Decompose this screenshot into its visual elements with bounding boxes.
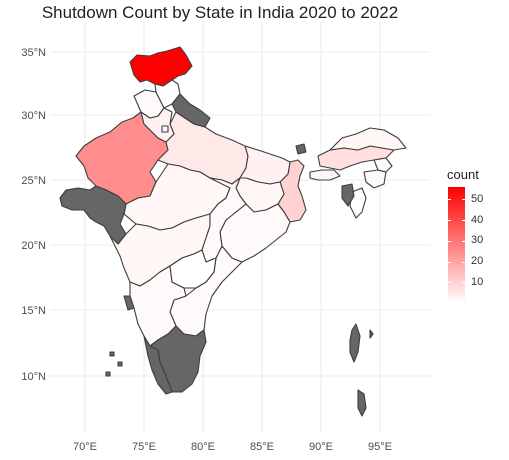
legend-tick-mark [462, 199, 465, 201]
state-telangana[interactable] [169, 249, 217, 289]
state-gujarat[interactable] [59, 185, 127, 245]
y-tick-label: 20°N [21, 240, 46, 252]
state-karnataka[interactable] [129, 265, 187, 347]
legend-tick-mark [448, 261, 451, 263]
legend-tick-label: 20 [471, 255, 484, 268]
x-tick-label: 95°E [368, 441, 392, 453]
y-tick-label: 15°N [21, 305, 46, 317]
state-tamil-nadu[interactable] [149, 325, 207, 393]
state-uttarakhand[interactable] [171, 93, 211, 128]
legend-tick-mark [448, 220, 451, 222]
legend-gradient [448, 187, 465, 303]
state-sikkim[interactable] [295, 143, 307, 155]
legend-tick-label: 10 [471, 275, 484, 288]
state-andaman-and-nicobar-islands[interactable] [349, 323, 374, 417]
x-axis-tick-labels: 70°E 75°E 80°E 85°E 90°E 95°E [73, 441, 392, 453]
y-axis-tick-labels: 10°N 15°N 20°N 25°N 30°N 35°N [21, 47, 46, 383]
legend-tick-label: 40 [471, 213, 484, 226]
state-manipur[interactable] [363, 169, 387, 189]
legend-tick-label: 50 [471, 192, 484, 205]
state-goa[interactable] [123, 295, 135, 311]
legend-tick-label: 30 [471, 234, 484, 247]
y-tick-label: 10°N [21, 371, 46, 383]
legend-tick-mark [448, 240, 451, 242]
state-meghalaya[interactable] [309, 169, 341, 181]
legend-tick-mark [448, 282, 451, 284]
y-tick-label: 30°N [21, 110, 46, 122]
map-svg: 70°E 75°E 80°E 85°E 90°E 95°E 10°N 15°N 20°N 25°… [21, 22, 430, 453]
x-tick-label: 80°E [191, 441, 215, 453]
legend: count 10 20 30 40 50 [446, 167, 506, 303]
chart-title: Shutdown Count by State in India 2020 to… [41, 3, 399, 22]
state-nagaland[interactable] [373, 157, 393, 173]
legend-tick-mark [462, 240, 465, 242]
state-layer [59, 46, 407, 417]
x-tick-label: 70°E [73, 441, 97, 453]
state-jammu-and-kashmir[interactable] [129, 46, 193, 87]
x-tick-label: 75°E [132, 441, 156, 453]
legend-colorbar: 10 20 30 40 50 [446, 187, 506, 303]
state-tripura[interactable] [341, 183, 355, 207]
legend-tick-mark [448, 199, 451, 201]
x-tick-label: 85°E [250, 441, 274, 453]
y-tick-label: 25°N [21, 175, 46, 187]
state-delhi[interactable] [161, 125, 169, 133]
x-tick-label: 90°E [309, 441, 333, 453]
state-lakshadweep[interactable] [105, 351, 123, 377]
state-arunachal-pradesh[interactable] [329, 127, 407, 151]
y-tick-label: 35°N [21, 47, 46, 59]
state-chhattisgarh[interactable] [201, 177, 247, 263]
legend-tick-mark [462, 261, 465, 263]
legend-tick-mark [462, 220, 465, 222]
legend-tick-mark [462, 282, 465, 284]
legend-title: count [447, 167, 479, 182]
